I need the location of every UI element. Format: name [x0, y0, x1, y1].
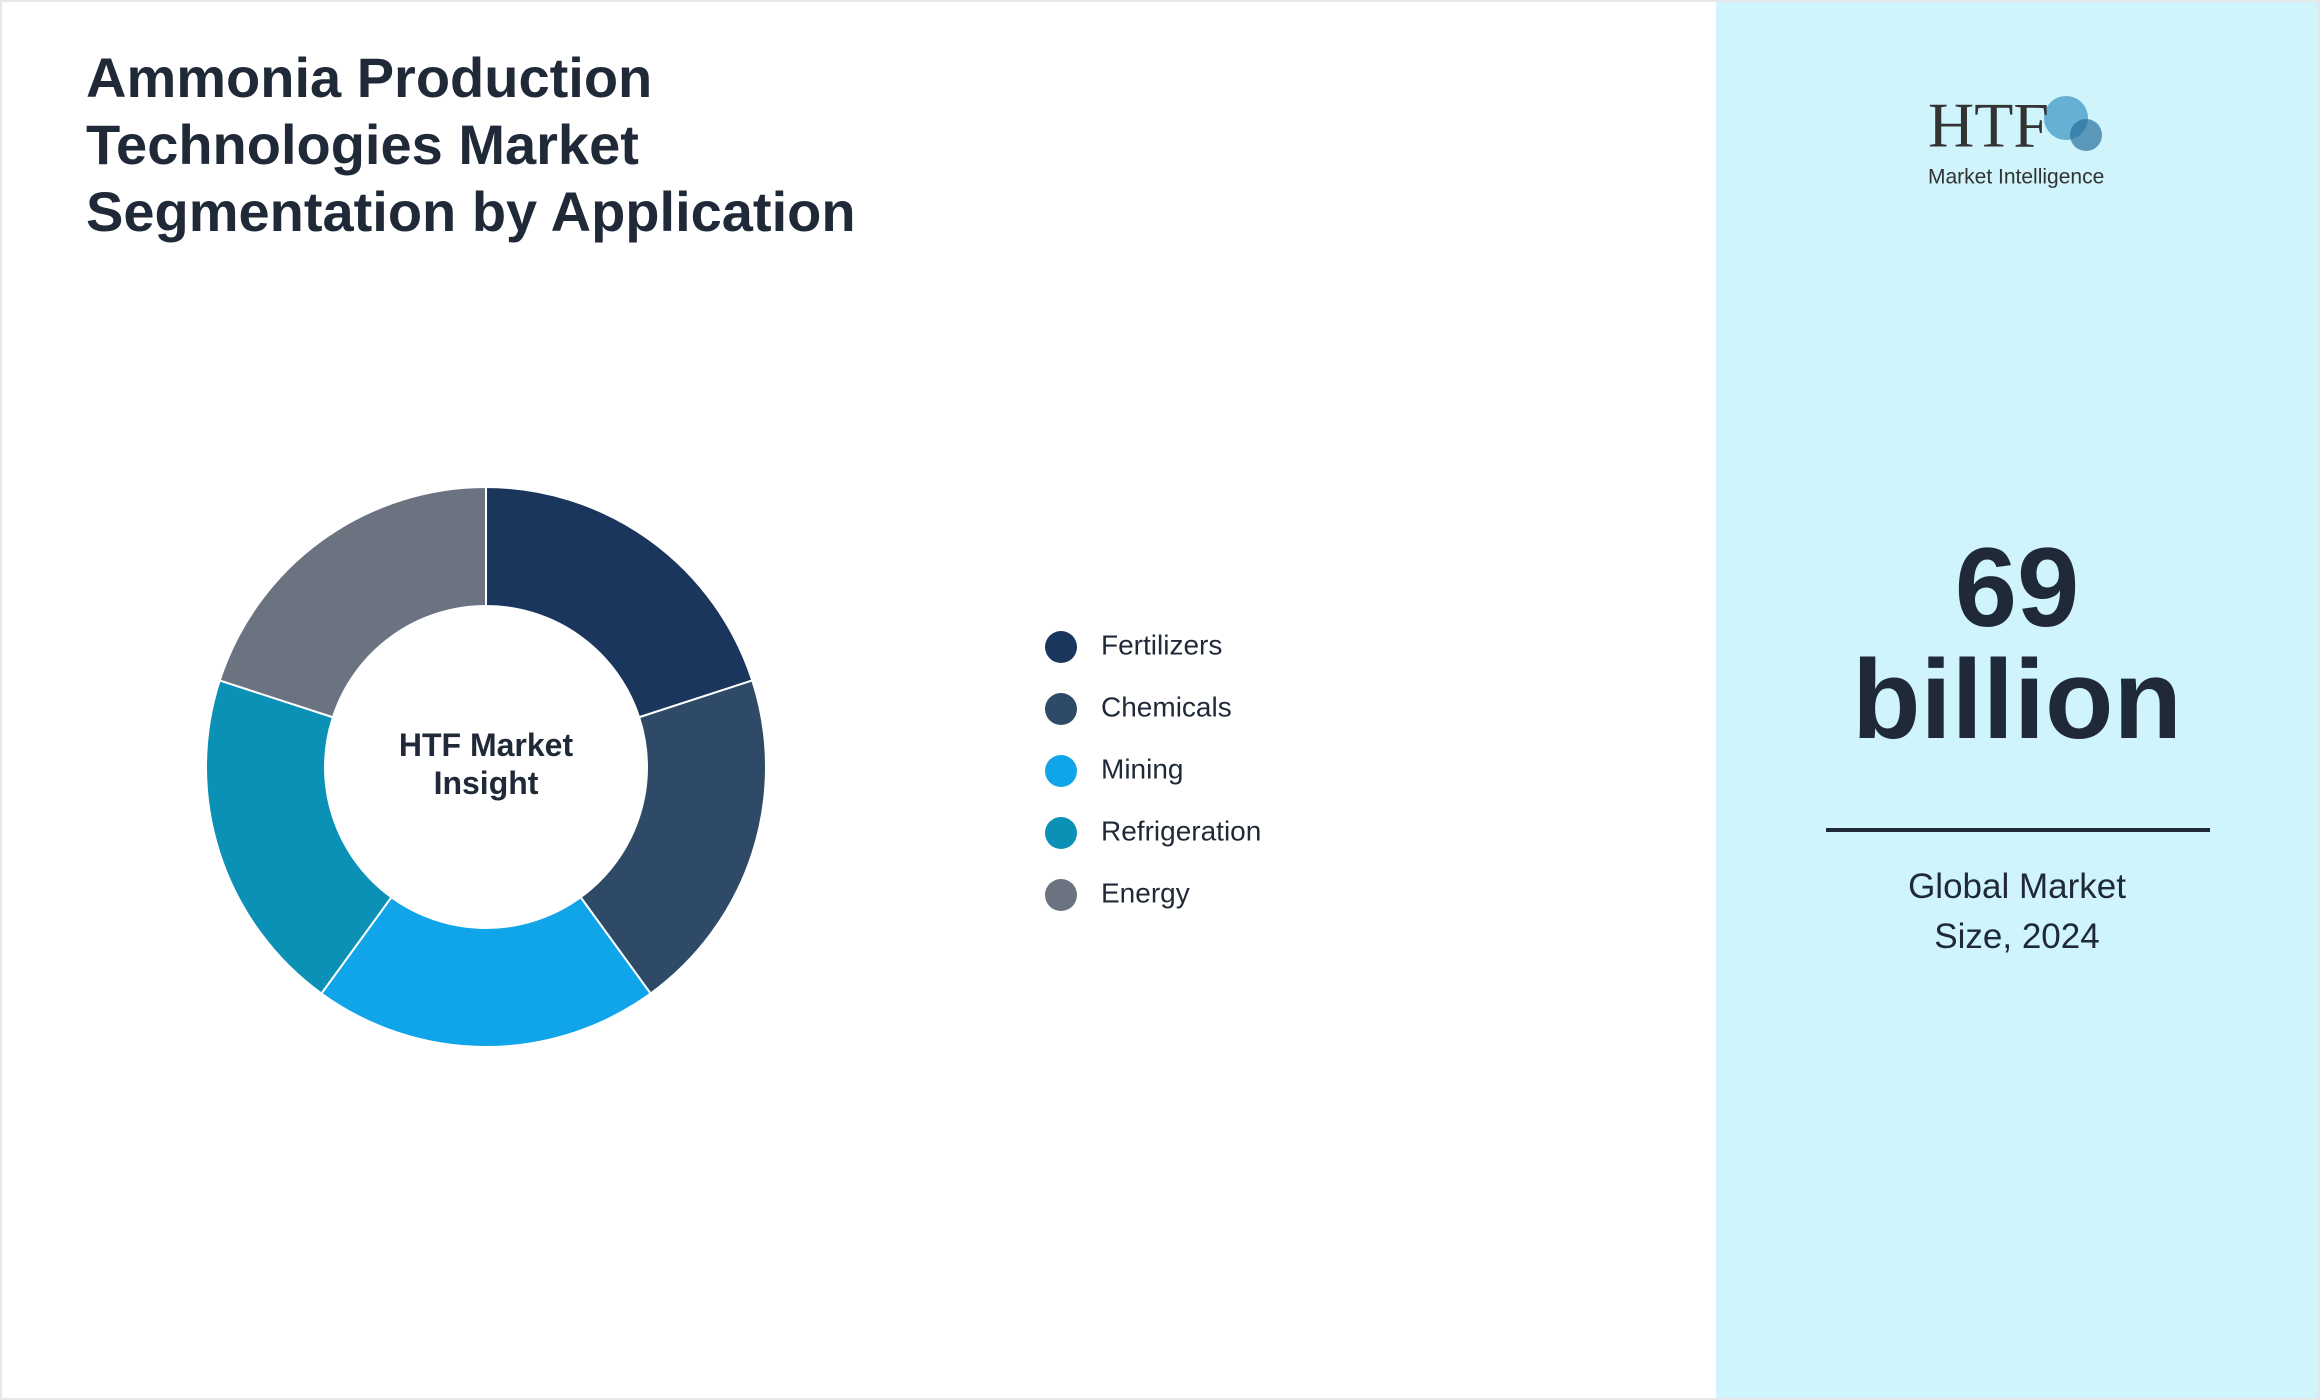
donut-segment: [485, 485, 754, 719]
market-size: 69 billion: [1852, 525, 2182, 762]
legend-marker: [1045, 631, 1077, 663]
chart: HTF Market Insight Fertilizers Chemicals Min…: [205, 485, 1261, 1049]
logo: HTF Market Intelligence: [1928, 90, 2104, 189]
legend-label: Mining: [1101, 753, 1183, 784]
donut-segment: [205, 679, 393, 995]
logo-tagline: Market Intelligence: [1928, 166, 2104, 189]
side-panel: HTF Market Intelligence 69 billion Globa…: [1716, 2, 2318, 1398]
center-label: HTF Market Insight: [399, 727, 574, 801]
divider: [1826, 828, 2210, 832]
logo-brand: HTF: [1928, 90, 2049, 161]
legend-label: Energy: [1101, 877, 1190, 908]
donut-segment: [218, 485, 487, 719]
legend-label: Refrigeration: [1101, 815, 1261, 846]
legend-marker: [1045, 693, 1077, 725]
market-size-caption: Global Market Size, 2024: [1908, 867, 2126, 956]
logo-emblem: [2070, 119, 2102, 151]
donut-segment: [579, 679, 767, 995]
legend-label: Fertilizers: [1101, 629, 1222, 660]
legend-label: Chemicals: [1101, 691, 1232, 722]
donut-segment: [320, 895, 652, 1049]
legend-marker: [1045, 755, 1077, 787]
legend-marker: [1045, 817, 1077, 849]
chart-title: Ammonia Production Technologies Market S…: [86, 46, 856, 243]
legend-marker: [1045, 879, 1077, 911]
